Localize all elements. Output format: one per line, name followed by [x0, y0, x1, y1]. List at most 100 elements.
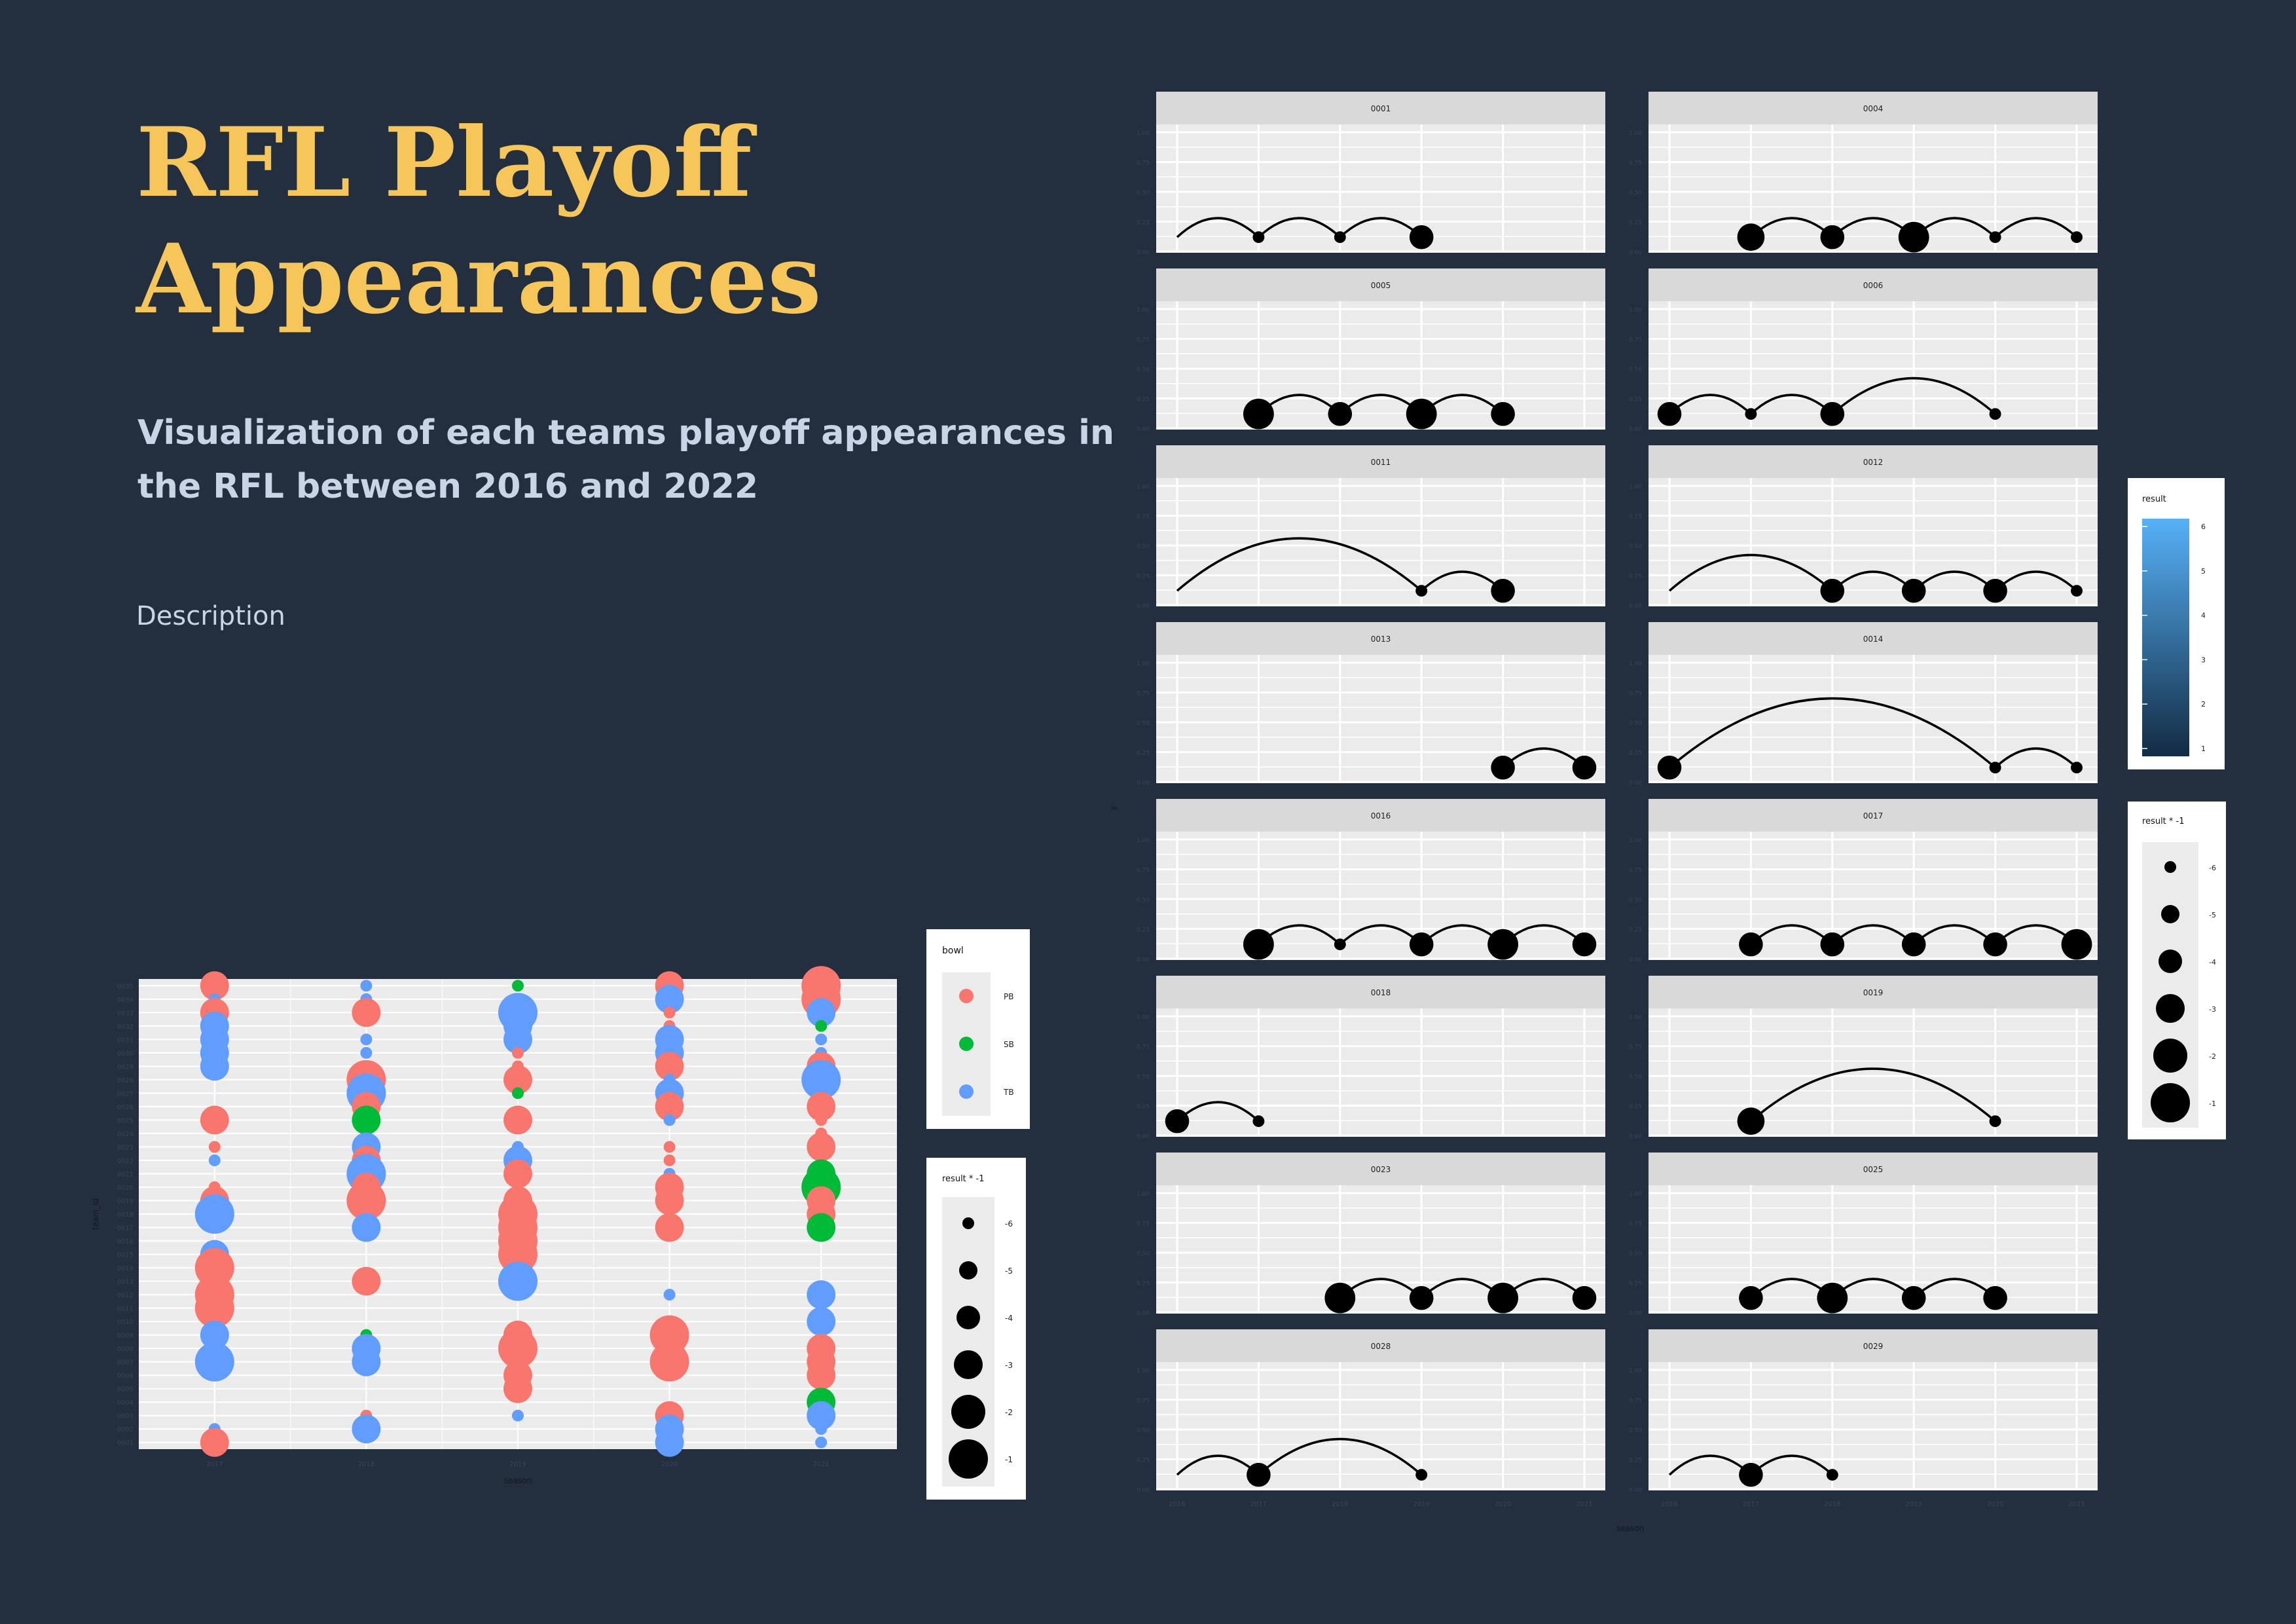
facet-y-tick-label: 1.00 [1629, 130, 1642, 137]
facet-y-tick-label: 0.25 [1137, 1458, 1150, 1464]
bubble-y-tick-label: 0031 [117, 1037, 134, 1044]
facet-point [1334, 231, 1346, 244]
bubble-point [360, 1033, 373, 1046]
facet-y-tick-label: 0.50 [1629, 720, 1642, 727]
facet-size-legend-key [2156, 994, 2185, 1023]
facet-point [1572, 1285, 1597, 1310]
facet-point [1243, 398, 1274, 430]
bubble-point [194, 1194, 234, 1234]
facet-size-legend-key [2153, 1039, 2187, 1073]
facet-strip [1649, 799, 2098, 832]
facet-y-tick-label: 0.50 [1137, 897, 1150, 904]
bubble-point [807, 1092, 836, 1121]
facet-arc [1339, 924, 1423, 946]
facet-size-legend-title: result * -1 [2142, 817, 2185, 826]
bubble-point [208, 1141, 221, 1153]
facet-strip [1156, 445, 1605, 478]
facet-y-tick-label: 1.00 [1629, 1368, 1642, 1375]
facet-y-tick-label: 0.75 [1629, 868, 1642, 874]
bubble-point [655, 1186, 684, 1215]
bubble-y-tick-label: 0033 [117, 1010, 134, 1017]
facet-x-tick-label: 2019 [1413, 1501, 1429, 1508]
bubble-y-tick-label: 0014 [117, 1265, 134, 1272]
facet-y-tick-label: 1.00 [1137, 838, 1150, 844]
facet-strip [1649, 445, 2098, 478]
facet-y-tick-label: 0.25 [1137, 927, 1150, 934]
bowl-legend-key-sb [959, 1037, 974, 1051]
facet-x-tick-label: 2017 [1743, 1501, 1759, 1508]
facet-y-tick-label: 0.00 [1629, 1487, 1642, 1494]
facet-point [1252, 1115, 1265, 1128]
bubble-point [352, 1105, 381, 1135]
facet-panel-0006: 0006 0.00 0.25 0.50 0.75 1.00 [1629, 268, 2098, 433]
bubble-point [503, 1025, 532, 1054]
facet-y-tick-label: 0.00 [1629, 780, 1642, 786]
facet-y-tick-label: 0.25 [1629, 750, 1642, 757]
bubble-size-legend-key [954, 1350, 983, 1379]
facet-y-tick-label: 0.50 [1137, 367, 1150, 373]
facet-y-tick-label: 0.50 [1137, 544, 1150, 550]
facet-strip [1649, 976, 2098, 1008]
facet-panel-0019: 0019 0.00 0.25 0.50 0.75 1.00 [1629, 976, 2098, 1140]
facet-x-tick-label: 2016 [1169, 1501, 1185, 1508]
page-subtitle: Visualization of each teams playoff appe… [137, 413, 1114, 506]
bubble-y-tick-label: 0032 [117, 1024, 134, 1031]
facet-plot-area [1649, 1362, 2098, 1490]
facet-y-tick-label: 0.00 [1629, 1134, 1642, 1140]
facet-strip [1649, 622, 2098, 655]
facet-y-tick-label: 0.75 [1629, 160, 1642, 167]
facet-y-tick-label: 0.25 [1629, 1281, 1642, 1287]
facet-point [2071, 762, 2083, 774]
facet-y-tick-label: 0.50 [1629, 544, 1642, 550]
facet-y-tick-label: 0.75 [1137, 1398, 1150, 1405]
facet-arc [1258, 1437, 1423, 1476]
facet-point [1820, 932, 1845, 957]
facet-x-tick-label: 2018 [1824, 1501, 1840, 1508]
facet-point [1901, 932, 1926, 957]
facet-y-tick-label: 0.50 [1629, 1428, 1642, 1434]
facet-strip-label: 0011 [1371, 458, 1391, 467]
facet-arc [1258, 217, 1341, 238]
facet-panel-0028: 0028 0.00 0.25 0.50 0.75 1.00 2016 2017 2018 2019… [1137, 1329, 1605, 1508]
facet-strip [1156, 976, 1605, 1008]
facet-arc [1176, 1101, 1260, 1122]
facet-arc [1994, 217, 2078, 238]
bubble-point [655, 1428, 684, 1457]
facet-point [1324, 1282, 1356, 1314]
facet-plot-area [1156, 832, 1605, 960]
facet-y-tick-label: 0.00 [1137, 603, 1150, 610]
bubble-y-tick-label: 0006 [117, 1373, 134, 1380]
facet-strip-label: 0016 [1371, 811, 1391, 821]
bubble-point [655, 1052, 684, 1081]
facet-y-tick-label: 0.00 [1137, 1487, 1150, 1494]
facet-plot-area [1156, 655, 1605, 783]
facet-arc [1502, 747, 1586, 769]
facet-size-legend-label: -2 [2209, 1052, 2216, 1061]
facet-size-legend-keys [2142, 842, 2198, 1128]
bubble-y-axis-title: team_id [91, 1198, 100, 1230]
facet-y-tick-label: 0.75 [1629, 514, 1642, 521]
bubble-point [503, 1105, 532, 1135]
facet-point [1406, 398, 1437, 430]
facet-point [1983, 1285, 2007, 1310]
bubble-y-tick-label: 0002 [117, 1426, 134, 1433]
bubble-point [663, 1154, 676, 1166]
facet-point [1491, 401, 1515, 426]
bubble-x-tick-label: 2017 [206, 1461, 223, 1468]
bubble-point [503, 1065, 532, 1094]
facet-y-tick-label: 1.00 [1629, 307, 1642, 314]
facet-size-legend-key [2151, 1083, 2190, 1122]
facet-plot-area [1156, 1185, 1605, 1314]
facet-arc [1176, 217, 1260, 238]
facet-strip [1649, 268, 2098, 301]
bubble-point [655, 1092, 684, 1121]
bubble-point [346, 1181, 386, 1221]
bubble-y-tick-label: 0003 [117, 1413, 134, 1420]
bubble-point [352, 1213, 381, 1242]
bubble-y-tick-label: 0035 [117, 983, 134, 990]
facet-point [1572, 932, 1597, 957]
bubble-point [807, 998, 836, 1027]
facet-arc [1750, 1067, 1996, 1122]
facet-strip-label: 0001 [1371, 104, 1391, 113]
facet-y-tick-label: 0.75 [1137, 514, 1150, 521]
